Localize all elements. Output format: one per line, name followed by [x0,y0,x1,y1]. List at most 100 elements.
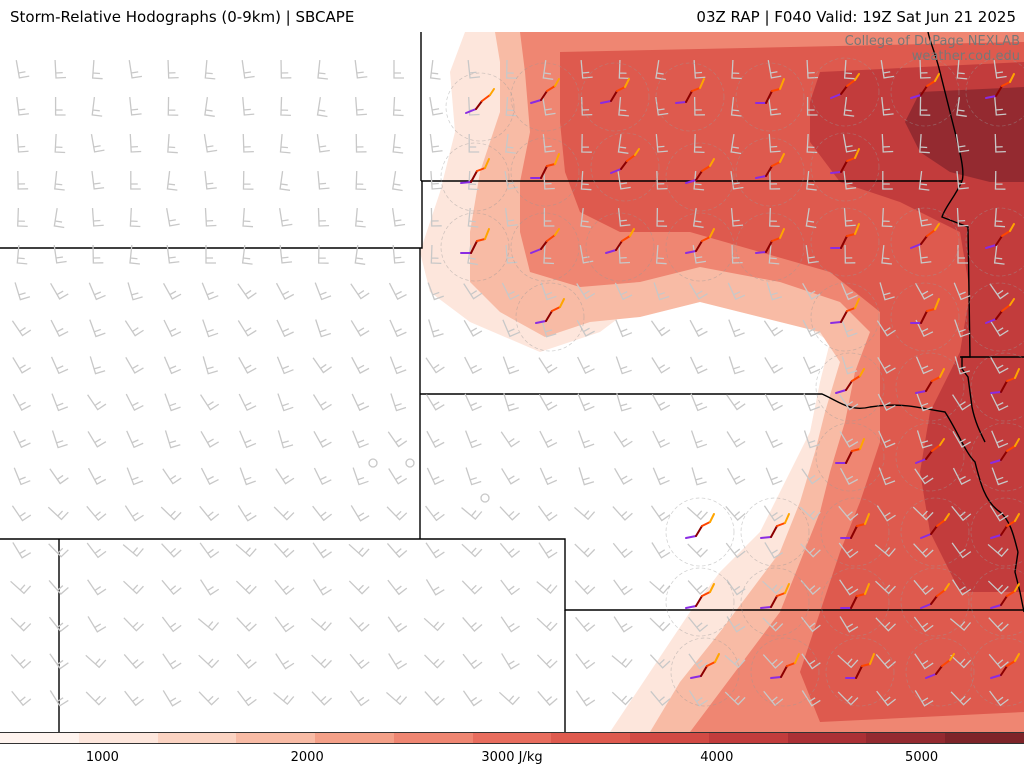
hodograph-segment [695,170,703,181]
wind-barb [840,282,858,301]
hodograph-segment [770,676,782,679]
hodograph-segment [701,591,711,597]
wind-barb [763,690,784,707]
hodograph [900,567,970,637]
wind-barb [536,581,558,595]
wind-barb [387,431,408,448]
wind-barb [429,133,443,153]
hodograph-segment [859,438,865,450]
cape-contour-5 [810,62,1024,592]
wind-barb [204,59,216,80]
wind-barb [237,283,257,300]
wind-barb [613,431,633,448]
wind-barb [989,690,1009,707]
wind-barb [689,283,708,300]
wind-barb [649,654,671,669]
wind-barb [919,96,931,116]
wind-barb [916,393,933,412]
wind-barb [54,59,67,79]
hodograph [750,637,820,707]
wind-barb [878,430,896,449]
wind-barb [878,467,896,486]
wind-barb [617,171,631,190]
wind-barb [352,467,369,486]
hodograph [810,282,880,352]
wind-barb [242,96,255,116]
wind-barb [987,543,1009,558]
wind-barb [91,207,104,227]
wind-barb [649,617,671,632]
wind-barb [579,245,594,264]
wind-barb [386,506,408,521]
hodograph-segment [1009,223,1015,232]
wind-barb [355,96,367,116]
wind-barb [575,653,596,670]
hodograph-segment [990,391,1002,394]
wind-barb [578,467,595,486]
wind-barb [467,207,479,228]
wind-barb [199,505,220,522]
hodograph-segment [685,535,697,539]
wind-barb [87,579,107,596]
wind-barb [500,616,520,633]
hodograph-ring [810,132,880,202]
wind-barb [461,543,483,558]
cape-colorbar [0,732,1024,744]
wind-barb [881,96,894,116]
wind-barb [315,319,331,338]
hodograph-segment [610,168,622,174]
hodograph [895,352,965,422]
hodograph-segment [926,80,936,87]
wind-barb [994,133,1006,153]
hodograph-segment [835,389,847,394]
wind-barb [988,617,1009,632]
wind-barb [536,617,558,632]
wind-barb [618,244,631,264]
hodograph-segment [920,310,928,324]
wind-barb [91,170,105,190]
hodograph-ring [815,352,885,422]
wind-barb [724,691,746,706]
hodograph [515,282,585,352]
hodograph-ring [735,137,805,207]
wind-barb [956,207,969,227]
wind-barb [278,208,293,227]
hodograph-segment [709,158,715,167]
wind-barb [425,505,445,522]
colorbar-segment [866,733,946,743]
hodograph-segment [845,380,853,391]
wind-barb [125,393,144,412]
wind-barb [656,207,668,227]
hodograph-segment [850,525,858,539]
wind-barb [615,356,632,375]
wind-barb [129,96,142,116]
wind-barb [806,59,819,79]
hodograph-segment [779,228,785,239]
wind-barb [348,543,370,558]
wind-barb [54,97,66,116]
wind-barb [312,579,332,596]
wind-barb [125,357,144,374]
wind-barb [238,356,257,374]
hodograph-segment [1006,590,1016,597]
wind-barb [129,133,142,153]
wind-barb [500,579,520,596]
wind-barb [241,60,255,79]
wind-barb [504,207,518,227]
wind-barb [989,505,1009,522]
hodograph [970,567,1024,637]
wind-barb [538,394,558,411]
wind-barb [839,579,859,596]
wind-barb [994,207,1006,228]
hodograph-ring [665,497,735,567]
wind-barb [580,170,592,191]
wind-barb [426,430,445,448]
colorbar-segment [945,733,1024,743]
hodograph-ring [510,62,580,132]
wind-barb [47,506,69,521]
wind-barb [950,654,972,669]
wind-barb [653,282,670,301]
wind-barb [426,467,445,486]
wind-barb [463,283,483,300]
wind-barb [162,653,182,670]
